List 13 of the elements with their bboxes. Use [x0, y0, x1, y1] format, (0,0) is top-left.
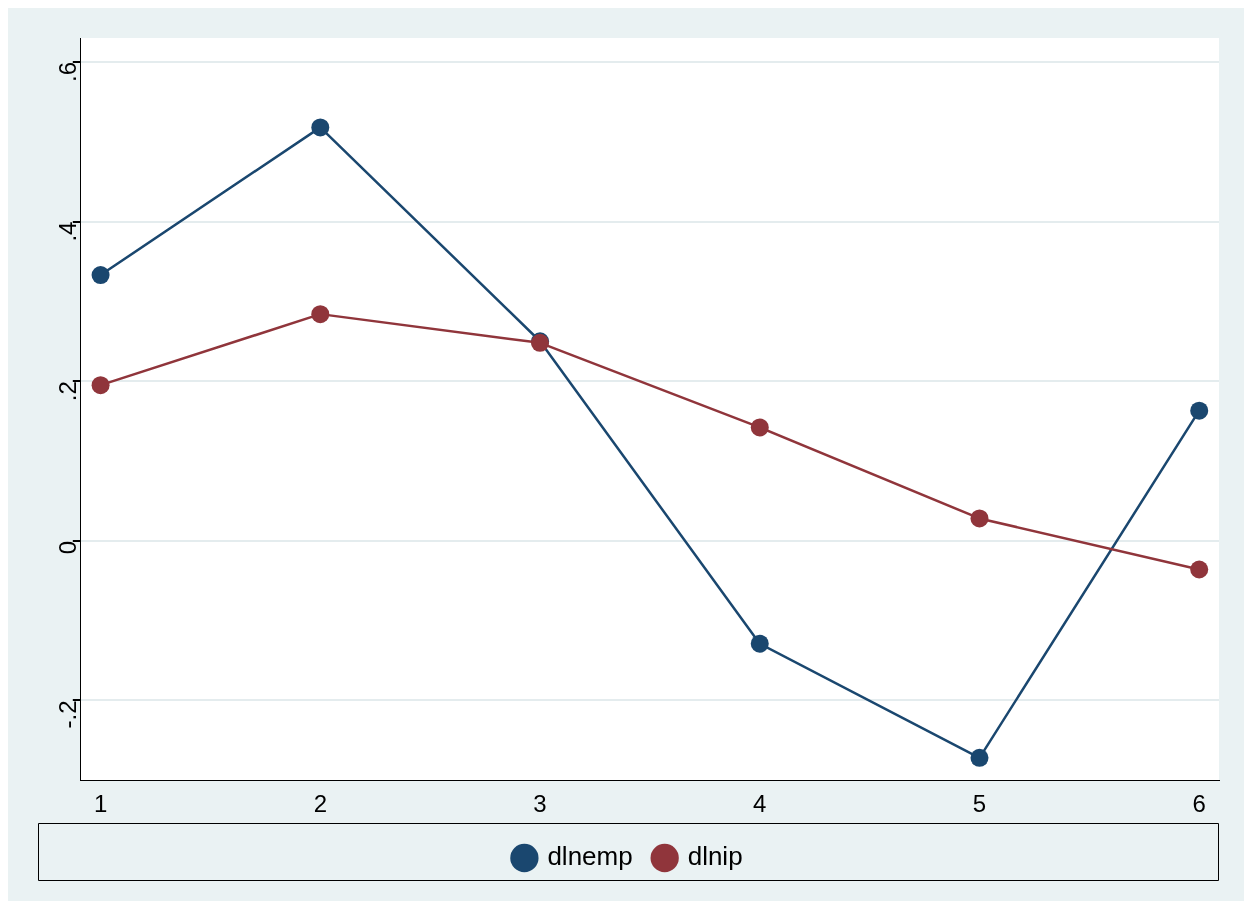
y-tick-label: .2: [54, 381, 82, 402]
x-tick-label: 1: [93, 790, 108, 818]
y-tick-label: .6: [54, 61, 82, 82]
legend-label: dlnemp: [547, 841, 633, 872]
x-tick-label: 2: [313, 790, 327, 818]
y-tick-label: .4: [54, 221, 82, 242]
y-tick-label: -.2: [54, 700, 82, 729]
x-tick-label: 6: [1192, 790, 1206, 818]
x-tick-label: 3: [533, 790, 547, 818]
legend-label: dlnip: [687, 841, 743, 872]
y-tick-label: 0: [54, 540, 82, 555]
x-tick-label: 4: [753, 790, 767, 818]
x-tick-label: 5: [972, 790, 987, 818]
